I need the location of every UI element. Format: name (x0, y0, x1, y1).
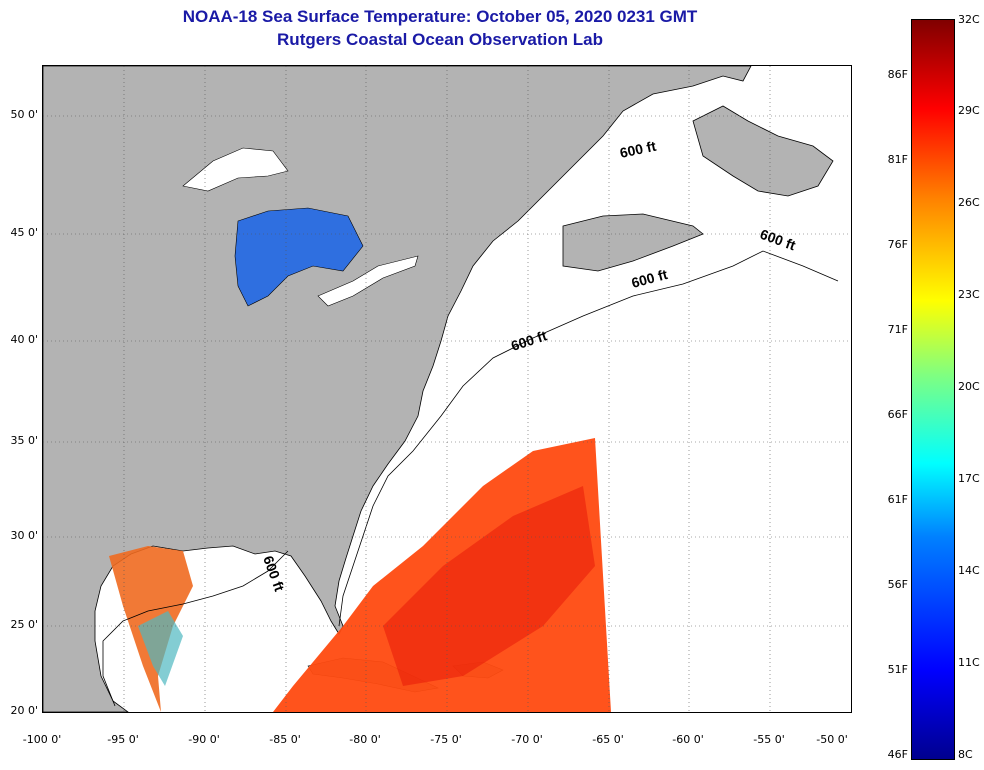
lon-tick: -50 0' (816, 733, 848, 746)
colorbar-fahrenheit-label: 71F (887, 323, 908, 336)
lon-tick: -80 0' (349, 733, 381, 746)
isobath-label: 600 ft (758, 226, 798, 254)
colorbar-fahrenheit-label: 81F (887, 153, 908, 166)
lon-tick: -55 0' (753, 733, 785, 746)
colorbar-fahrenheit-label: 51F (887, 663, 908, 676)
land-nova-scotia (562, 213, 704, 272)
sst-map: 600 ft 600 ft 600 ft 600 ft 600 ft (42, 65, 852, 713)
lon-tick: -100 0' (22, 733, 62, 746)
lon-tick: -65 0' (592, 733, 624, 746)
lat-tick: 35 0' (10, 434, 38, 447)
isobath-label: 600 ft (630, 266, 670, 291)
isobath-600ft-gulf (102, 550, 289, 707)
colorbar-celsius-label: 8C (958, 748, 973, 761)
lake-erie-ontario (317, 255, 419, 307)
lat-tick: 45 0' (10, 226, 38, 239)
lon-tick: -75 0' (430, 733, 462, 746)
colorbar-fahrenheit-label: 56F (887, 578, 908, 591)
sst-swath-atlantic-texture (383, 486, 595, 686)
colorbar-fahrenheit-label: 86F (887, 68, 908, 81)
map-grid (43, 66, 851, 712)
lat-tick: 25 0' (10, 618, 38, 631)
lat-tick: 50 0' (10, 108, 38, 121)
colorbar-fahrenheit-label: 46F (887, 748, 908, 761)
colorbar-fahrenheit-label: 76F (887, 238, 908, 251)
map-canvas: 600 ft 600 ft 600 ft 600 ft 600 ft (43, 66, 851, 712)
lat-tick: 30 0' (10, 529, 38, 542)
colorbar-celsius-label: 20C (958, 380, 980, 393)
colorbar-celsius-label: 26C (958, 196, 980, 209)
lake-michigan-huron (234, 207, 364, 307)
map-title: NOAA-18 Sea Surface Temperature: October… (182, 7, 698, 26)
colorbar-celsius-label: 32C (958, 13, 980, 26)
sst-swath-gulf-edge (138, 611, 183, 686)
temperature-colorbar (911, 19, 955, 760)
colorbar-fahrenheit-label: 66F (887, 408, 908, 421)
isobath-label: 600 ft (618, 138, 657, 161)
lon-tick: -60 0' (672, 733, 704, 746)
lon-tick: -90 0' (188, 733, 220, 746)
colorbar-fahrenheit-label: 61F (887, 493, 908, 506)
colorbar-celsius-label: 17C (958, 472, 980, 485)
lake-superior (182, 147, 289, 192)
lat-tick: 40 0' (10, 333, 38, 346)
lon-tick: -95 0' (107, 733, 139, 746)
map-subtitle: Rutgers Coastal Ocean Observation Lab (277, 30, 603, 49)
isobath-600ft (338, 250, 839, 627)
lon-tick: -70 0' (511, 733, 543, 746)
isobath-label: 600 ft (509, 327, 549, 354)
colorbar-celsius-label: 11C (958, 656, 980, 669)
colorbar-celsius-label: 29C (958, 104, 980, 117)
colorbar-celsius-label: 14C (958, 564, 980, 577)
lon-tick: -85 0' (269, 733, 301, 746)
lat-tick: 20 0' (10, 704, 38, 717)
colorbar-celsius-label: 23C (958, 288, 980, 301)
land-newfoundland (692, 105, 834, 197)
